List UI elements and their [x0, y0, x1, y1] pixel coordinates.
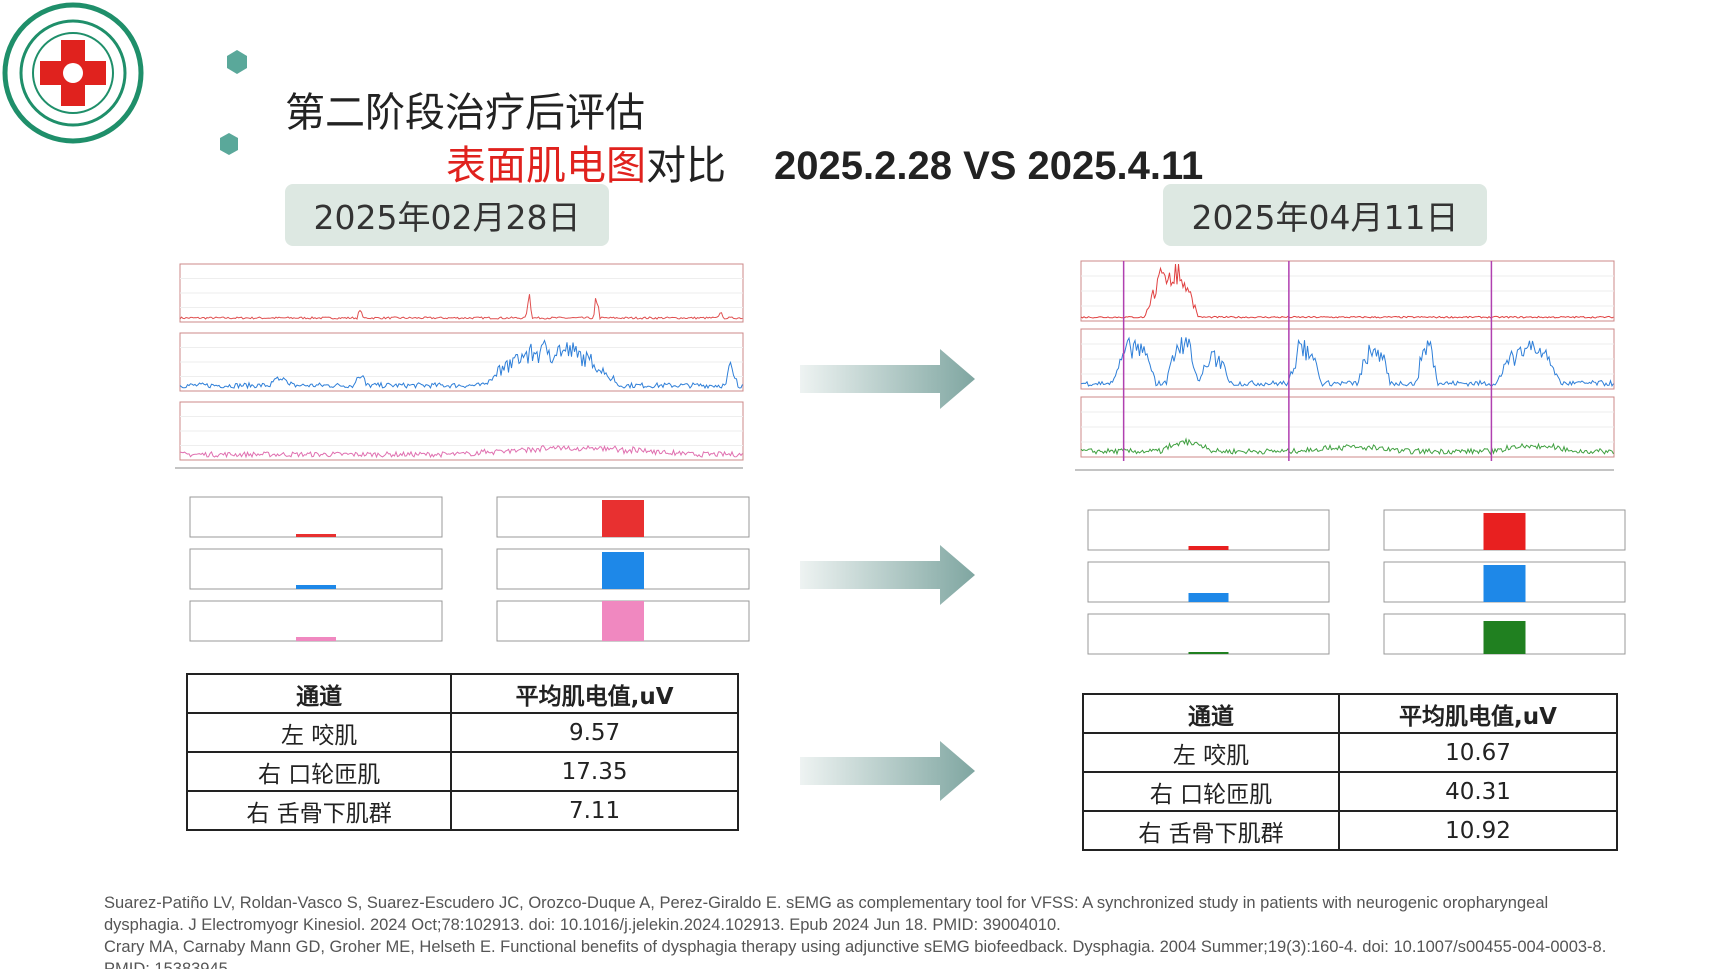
emg-trace	[179, 444, 743, 459]
arrow	[800, 741, 975, 801]
table-row: 左 咬肌 9.57	[185, 712, 739, 753]
title: 第二阶段治疗后评估	[285, 90, 645, 136]
column-header: 通道	[185, 673, 453, 714]
bar-frame	[1087, 509, 1330, 551]
small-bar	[1188, 652, 1229, 654]
value-cell: 17.35	[450, 751, 739, 792]
emg-figures	[175, 260, 1626, 655]
subtitle-text: 对比	[646, 143, 726, 189]
date-label: 2025年02月28日	[285, 184, 609, 246]
bullet	[227, 50, 247, 74]
bullet	[220, 133, 238, 155]
bar-frame	[1087, 613, 1330, 655]
bar-frame	[189, 548, 443, 590]
arrow	[800, 349, 975, 409]
arrow	[800, 545, 975, 605]
result-table: 通道 平均肌电值,uV 左 咬肌 10.67 右 口轮匝肌 40.31 右 舌骨下肌群 10.…	[1081, 693, 1618, 851]
reference: Crary MA, Carnaby Mann GD, Groher ME, He…	[104, 938, 1607, 969]
channel-cell: 左 咬肌	[1081, 732, 1341, 773]
comparison: 2025.2.28 VS 2025.4.11	[774, 144, 1204, 188]
small-bar	[1188, 593, 1229, 602]
table-row: 右 口轮匝肌 40.31	[1081, 771, 1618, 812]
value-cell: 7.11	[450, 790, 739, 831]
small-bar	[602, 601, 644, 641]
column-header: 平均肌电值,uV	[450, 673, 739, 714]
small-bar	[1188, 546, 1229, 550]
emg-trace	[1080, 263, 1614, 319]
arrows	[800, 349, 975, 801]
references: Suarez-Patiño LV, Roldan-Vasco S, Suarez…	[104, 892, 1624, 969]
channel-cell: 左 咬肌	[185, 712, 453, 753]
subtitle: 表面肌电图对比 2025.2.28 VS 2025.4.11	[446, 133, 1203, 191]
table-row: 右 舌骨下肌群 7.11	[185, 790, 739, 831]
small-bar	[296, 534, 336, 537]
column-header: 通道	[1081, 693, 1341, 734]
small-bar	[602, 500, 644, 537]
channel-cell: 右 舌骨下肌群	[185, 790, 453, 831]
header-row: 通道 平均肌电值,uV	[185, 673, 739, 714]
subtitle-highlight: 表面肌电图	[446, 143, 646, 189]
logo	[2, 2, 144, 144]
column-header: 平均肌电值,uV	[1338, 693, 1618, 734]
date-label: 2025年04月11日	[1163, 184, 1487, 246]
emg-trace	[1080, 437, 1614, 456]
emg-trace	[179, 339, 743, 390]
value-cell: 9.57	[450, 712, 739, 753]
small-bar	[1483, 621, 1526, 654]
emg-trace	[1080, 336, 1614, 387]
channel-cell: 右 舌骨下肌群	[1081, 810, 1341, 851]
small-bar	[296, 637, 336, 641]
value-cell: 10.92	[1338, 810, 1618, 851]
table-row: 右 舌骨下肌群 10.92	[1081, 810, 1618, 851]
small-bar	[602, 552, 644, 589]
small-bar	[1483, 565, 1526, 602]
table-row: 左 咬肌 10.67	[1081, 732, 1618, 773]
reference: Suarez-Patiño LV, Roldan-Vasco S, Suarez…	[104, 894, 1549, 934]
value-cell: 40.31	[1338, 771, 1618, 812]
value-cell: 10.67	[1338, 732, 1618, 773]
result-table: 通道 平均肌电值,uV 左 咬肌 9.57 右 口轮匝肌 17.35 右 舌骨下肌群 7.11	[185, 673, 739, 831]
bar-frame	[189, 600, 443, 642]
table-row: 右 口轮匝肌 17.35	[185, 751, 739, 792]
channel-cell: 右 口轮匝肌	[185, 751, 453, 792]
emg-trace	[179, 294, 743, 320]
bar-frame	[189, 496, 443, 538]
small-bar	[296, 585, 336, 589]
header-row: 通道 平均肌电值,uV	[1081, 693, 1618, 734]
channel-cell: 右 口轮匝肌	[1081, 771, 1341, 812]
small-bar	[1483, 513, 1526, 550]
